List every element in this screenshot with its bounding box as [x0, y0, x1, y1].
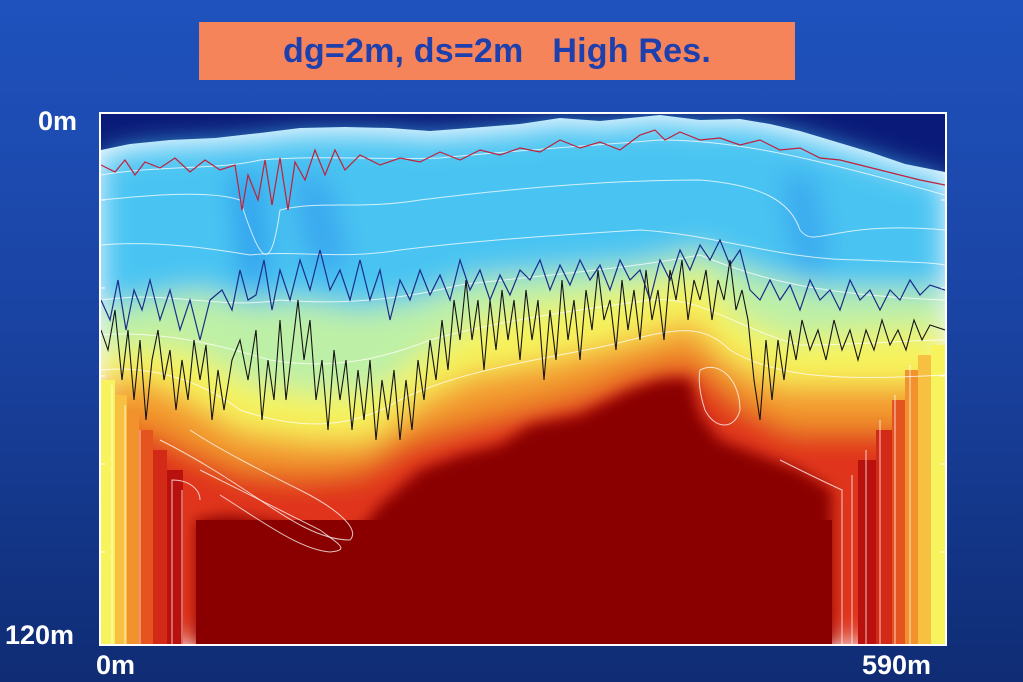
plot-area [101, 114, 945, 644]
contour-lines [101, 139, 945, 644]
red-surface-line [101, 129, 945, 211]
y-tick-label-top: 0m [38, 106, 78, 136]
chart-title: dg=2m, ds=2m High Res. [282, 31, 712, 70]
light-blue-zone [780, 175, 830, 280]
y-tick-label-bottom: 120m [5, 620, 75, 650]
dark-red-base [196, 520, 832, 644]
title-box: dg=2m, ds=2m High Res. [199, 22, 795, 80]
x-tick-label-left: 0m [96, 650, 136, 680]
light-blue-zone [290, 170, 350, 280]
x-tick-label-right: 590m [862, 650, 932, 680]
axis-ticks [99, 199, 947, 553]
light-blue-zone [230, 170, 270, 300]
dark-blue-line [101, 238, 945, 341]
right-side-bands [858, 345, 945, 644]
black-line [101, 259, 945, 441]
